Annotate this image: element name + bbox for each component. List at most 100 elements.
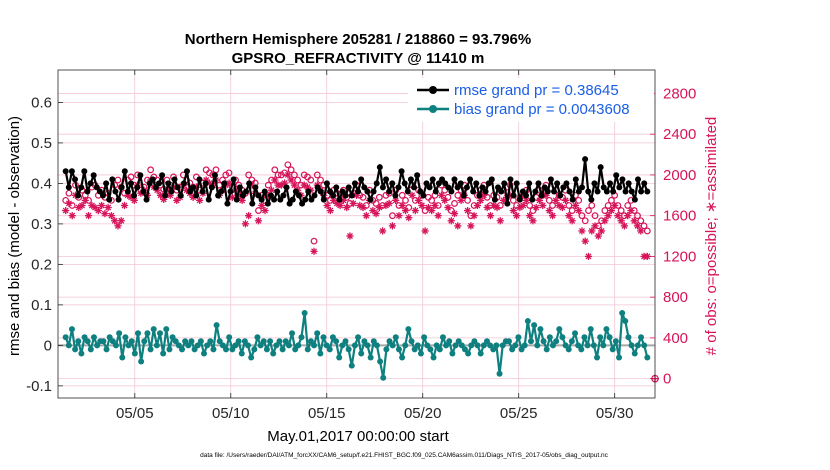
bias-point — [169, 334, 176, 341]
rmse-point — [118, 184, 125, 191]
bias-point — [603, 326, 610, 333]
asterisk-stroke — [552, 197, 559, 204]
bias-point — [109, 338, 116, 345]
rmse-point — [78, 184, 85, 191]
legend-label-rmse: rmse grand pr = 0.38645 — [454, 82, 619, 99]
rmse-point — [112, 188, 119, 195]
asterisk-stroke — [644, 253, 651, 260]
asterisk-stroke — [284, 171, 291, 178]
bias-point — [471, 338, 478, 345]
bias-point — [106, 334, 113, 341]
rmse-point — [239, 192, 246, 199]
asterisk-stroke — [395, 212, 402, 219]
asterisk-stroke — [79, 202, 85, 209]
bias-point — [575, 342, 582, 349]
asterisk-stroke — [131, 197, 138, 204]
line-series-layer — [62, 156, 651, 381]
y2-tick-label: 400 — [663, 330, 688, 347]
rmse-point — [134, 184, 141, 191]
rmse-point — [317, 188, 324, 195]
rmse-point — [429, 176, 436, 183]
rmse-point — [519, 188, 526, 195]
bias-point — [336, 354, 343, 361]
rmse-point — [644, 188, 651, 195]
obs-assimilated-point — [473, 201, 482, 210]
bias-point — [339, 342, 346, 349]
bias-point — [430, 354, 437, 361]
obs-assimilated-point — [509, 206, 517, 215]
rmse-point — [351, 180, 358, 187]
rmse-point — [451, 176, 458, 183]
obs-assimilated-point — [94, 206, 102, 215]
asterisk-stroke — [183, 187, 190, 194]
rmse-point — [221, 180, 228, 187]
rmse-point — [482, 188, 489, 195]
bias-point — [389, 342, 396, 349]
obs-assimilated-point — [526, 212, 534, 220]
obs-possible-point — [526, 202, 534, 209]
y-axis-label: rmse and bias (model - observation) — [6, 116, 23, 356]
obs-assimilated-point — [558, 203, 566, 212]
rmse-point — [389, 180, 396, 187]
rmse-point — [336, 196, 343, 203]
rmse-point — [476, 192, 483, 199]
rmse-point — [467, 176, 474, 183]
rmse-point — [383, 176, 390, 183]
bias-point — [455, 338, 462, 345]
obs-assimilated-point — [513, 212, 521, 220]
obs-assimilated-point — [101, 210, 109, 218]
rmse-point — [386, 188, 393, 195]
bias-point — [622, 318, 629, 325]
obs-assimilated-point — [441, 196, 449, 204]
x-tick-label: 05/30 — [596, 405, 634, 422]
y-tick-label: 0.3 — [31, 216, 52, 233]
obs-possible-point — [601, 207, 609, 214]
obs-possible-point — [617, 207, 625, 214]
bias-point — [512, 342, 519, 349]
bias-point — [144, 330, 151, 337]
bias-point — [125, 342, 132, 349]
rmse-point — [507, 176, 514, 183]
obs-assimilated-point — [114, 222, 122, 230]
obs-assimilated-point — [414, 196, 423, 204]
bias-point — [116, 330, 123, 337]
bias-point — [78, 350, 85, 357]
rmse-point — [84, 188, 91, 195]
asterisk-stroke — [337, 202, 344, 209]
asterisk-stroke — [582, 238, 589, 245]
rmse-point — [445, 184, 452, 191]
asterisk-stroke — [431, 202, 438, 209]
footnote: data file: /Users/raeder/DAI/ATM_forcXX/… — [200, 452, 609, 459]
bias-point — [112, 342, 119, 349]
bias-point — [568, 338, 575, 345]
y-tick-label: 0.2 — [31, 256, 52, 273]
rmse-point — [622, 188, 629, 195]
bias-point — [631, 350, 638, 357]
rmse-point — [616, 184, 623, 191]
obs-assimilated-point — [496, 217, 504, 225]
asterisk-stroke — [288, 177, 295, 183]
rmse-point — [606, 180, 613, 187]
x-tick-label: 05/05 — [116, 405, 154, 422]
rmse-point — [600, 184, 607, 191]
rmse-point — [62, 168, 69, 175]
obs-assimilated-point — [284, 171, 292, 179]
obs-possible-point — [604, 202, 612, 209]
bias-point — [304, 346, 311, 353]
obs-assimilated-point — [604, 212, 612, 220]
asterisk-stroke — [343, 204, 350, 211]
rmse-point — [252, 184, 259, 191]
rmse-point — [183, 168, 190, 175]
rmse-point — [339, 188, 346, 195]
rmse-point — [551, 188, 558, 195]
obs-assimilated-point — [591, 222, 599, 230]
asterisk-stroke — [438, 192, 445, 199]
bias-point — [358, 350, 365, 357]
rmse-point — [215, 192, 222, 199]
asterisk-stroke — [422, 227, 429, 234]
asterisk-stroke — [98, 202, 105, 209]
rmse-point — [557, 192, 564, 199]
bias-point — [487, 342, 494, 349]
asterisk-stroke — [82, 197, 89, 204]
asterisk-stroke — [154, 187, 161, 194]
